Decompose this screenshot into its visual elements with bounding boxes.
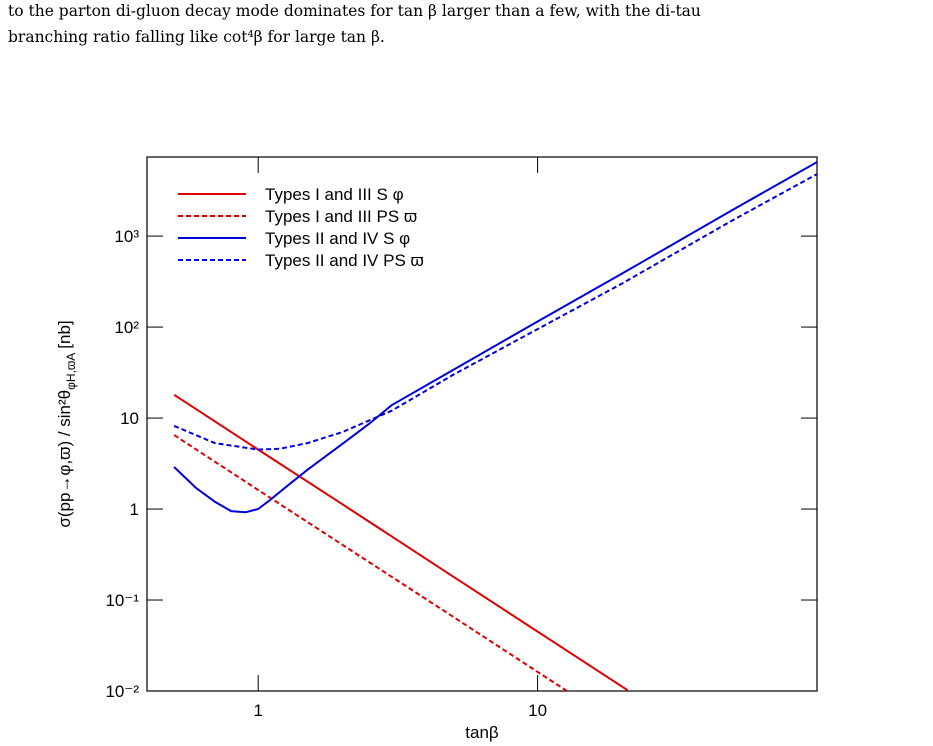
y-label-main: σ(pp→φ,ϖ) / sin²θ <box>55 390 74 528</box>
plot-frame <box>146 156 818 692</box>
y-label-unit: [nb] <box>55 320 74 348</box>
legend-label: Types I and III S φ <box>265 185 404 204</box>
y-tick-label: 10 <box>120 409 139 428</box>
y-tick-label: 10⁻² <box>105 682 139 701</box>
plot-area <box>173 161 817 691</box>
series-line <box>173 393 629 691</box>
series-line <box>173 161 817 514</box>
legend-label: Types I and III PS ϖ <box>265 207 417 226</box>
x-tick-label: 1 <box>253 701 262 720</box>
y-axis-label: σ(pp→φ,ϖ) / sin²θφH,ϖA [nb] <box>55 320 78 527</box>
y-tick-label: 10² <box>114 318 139 337</box>
legend-label: Types II and IV PS ϖ <box>265 251 424 270</box>
y-tick-label: 1 <box>130 500 139 519</box>
series-line <box>173 434 569 691</box>
series-line <box>173 173 817 451</box>
x-axis-label: tanβ <box>465 723 499 742</box>
y-label-subscript: φH,ϖA <box>64 353 78 390</box>
y-tick-label: 10³ <box>114 227 139 246</box>
paragraph-line: branching ratio falling like cot⁴β for l… <box>8 28 385 46</box>
x-tick-label: 10 <box>528 701 547 720</box>
paragraph-line: to the parton di-gluon decay mode domina… <box>8 2 701 20</box>
y-tick-label: 10⁻¹ <box>105 591 139 610</box>
legend-label: Types II and IV S φ <box>265 229 410 248</box>
